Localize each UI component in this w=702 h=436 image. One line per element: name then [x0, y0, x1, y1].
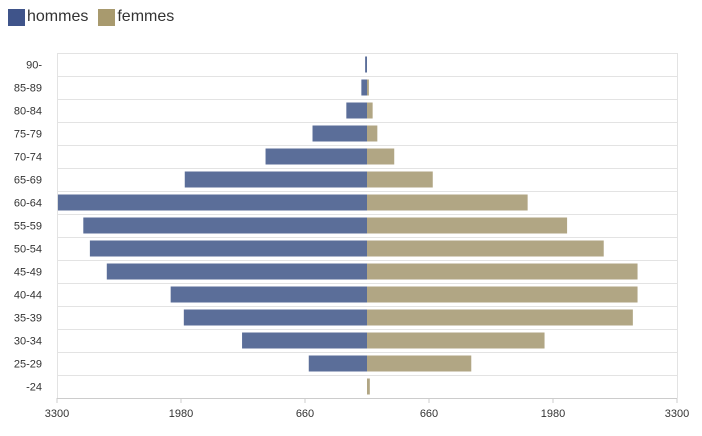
- bar-hommes-70-74[interactable]: [265, 148, 367, 165]
- bar-femmes-30-34[interactable]: [367, 332, 545, 349]
- bar-hommes-50-54[interactable]: [89, 240, 367, 257]
- bar-femmes-60-64[interactable]: [367, 194, 528, 211]
- y-tick-label: 60-64: [14, 198, 42, 210]
- y-tick-label: 25-29: [14, 359, 42, 371]
- grid-layer: [56, 53, 678, 403]
- bar-femmes-25-29[interactable]: [367, 355, 472, 372]
- y-tick-label: 90-: [26, 60, 42, 72]
- bar-femmes-50-54[interactable]: [367, 240, 604, 257]
- bar-hommes-45-49[interactable]: [106, 263, 368, 280]
- y-tick-label: 30-34: [14, 336, 42, 348]
- bar-hommes-65-69[interactable]: [184, 171, 367, 188]
- y-tick-label: 45-49: [14, 267, 42, 279]
- labels-layer: 90- 85-89 80-84 75-79 70-74 65-69 60-64 55-59 50…: [14, 60, 689, 421]
- bar-femmes-65-69[interactable]: [367, 171, 433, 188]
- y-tick-label: 85-89: [14, 83, 42, 95]
- bar-hommes-90-[interactable]: [365, 56, 367, 73]
- x-tick-label: 3300: [45, 408, 69, 420]
- y-tick-label: 80-84: [14, 106, 42, 118]
- bar-femmes-45-49[interactable]: [367, 263, 638, 280]
- bar-femmes-35-39[interactable]: [367, 309, 633, 326]
- bar-hommes-85-89[interactable]: [361, 79, 367, 96]
- y-tick-label: 35-39: [14, 313, 42, 325]
- y-tick-label: 65-69: [14, 175, 42, 187]
- bar-hommes-40-44[interactable]: [170, 286, 367, 303]
- y-tick-label: 55-59: [14, 221, 42, 233]
- y-tick-label: 50-54: [14, 244, 42, 256]
- bar-hommes-35-39[interactable]: [183, 309, 367, 326]
- bar-femmes-70-74[interactable]: [367, 148, 395, 165]
- legend-item-hommes[interactable]: hommes: [8, 8, 88, 26]
- bar-femmes--24[interactable]: [367, 378, 370, 395]
- bar-hommes-55-59[interactable]: [83, 217, 367, 234]
- legend-swatch-hommes: [8, 8, 25, 26]
- bar-femmes-80-84[interactable]: [367, 102, 373, 119]
- bar-hommes-60-64[interactable]: [57, 194, 367, 211]
- bar-hommes-80-84[interactable]: [346, 102, 367, 119]
- x-tick-label: 660: [420, 408, 438, 420]
- bar-hommes-30-34[interactable]: [242, 332, 367, 349]
- bar-femmes-55-59[interactable]: [367, 217, 568, 234]
- y-tick-label: -24: [26, 382, 42, 394]
- legend-label-hommes: hommes: [27, 8, 89, 25]
- legend-label-femmes: femmes: [117, 8, 175, 25]
- x-tick-label: 1980: [541, 408, 565, 420]
- bar-femmes-75-79[interactable]: [367, 125, 378, 142]
- y-tick-label: 75-79: [14, 129, 42, 141]
- bar-femmes-40-44[interactable]: [367, 286, 638, 303]
- legend: hommes femmes: [8, 6, 184, 28]
- bar-hommes-25-29[interactable]: [308, 355, 367, 372]
- y-tick-label: 70-74: [14, 152, 42, 164]
- y-tick-label: 40-44: [14, 290, 42, 302]
- bars-layer: [57, 56, 638, 395]
- legend-swatch-femmes: [98, 8, 116, 26]
- x-tick-label: 1980: [169, 408, 193, 420]
- x-tick-label: 3300: [665, 408, 689, 420]
- bar-femmes-85-89[interactable]: [367, 79, 369, 96]
- x-tick-label: 660: [296, 408, 314, 420]
- legend-item-femmes[interactable]: femmes: [98, 8, 174, 26]
- bar-hommes-75-79[interactable]: [312, 125, 367, 142]
